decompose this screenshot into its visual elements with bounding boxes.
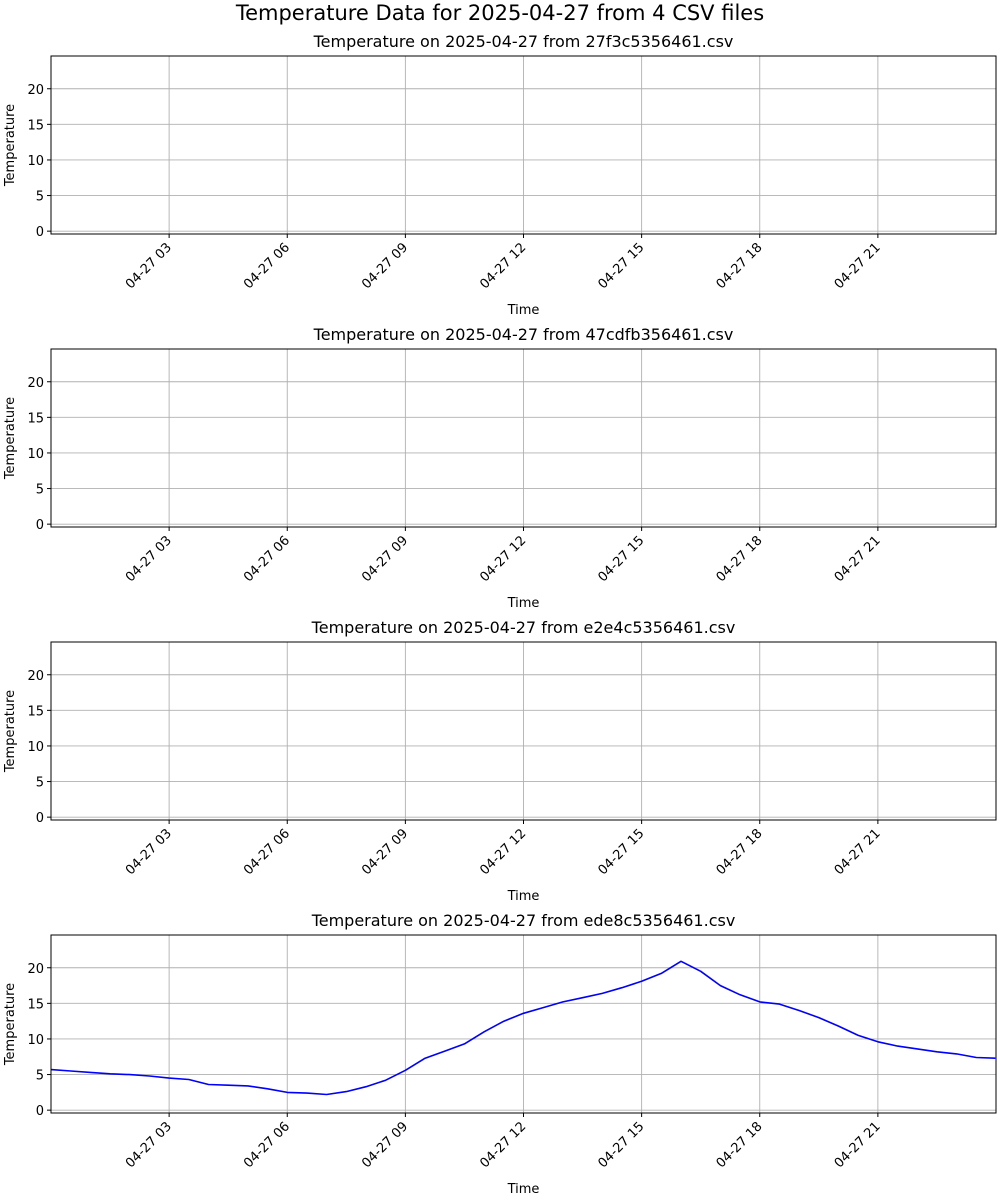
x-tick-label: 04-27 09	[359, 240, 411, 292]
y-tick-label: 0	[36, 518, 44, 533]
x-tick-label: 04-27 06	[241, 240, 293, 292]
y-axis-label: Temperature	[3, 104, 18, 187]
chart-3: Temperature on 2025-04-27 from e2e4c5356…	[3, 618, 997, 904]
y-tick-label: 15	[27, 704, 44, 719]
x-tick-label: 04-27 18	[714, 826, 766, 878]
chart-4: Temperature on 2025-04-27 from ede8c5356…	[3, 911, 997, 1197]
y-tick-label: 0	[36, 811, 44, 826]
y-tick-label: 20	[27, 669, 44, 684]
x-tick-label: 04-27 21	[832, 533, 884, 585]
chart-title: Temperature on 2025-04-27 from 47cdfb356…	[313, 325, 734, 344]
x-tick-label: 04-27 03	[123, 826, 175, 878]
x-tick-label: 04-27 12	[477, 533, 529, 585]
x-axis-label: Time	[507, 596, 540, 611]
chart-2: Temperature on 2025-04-27 from 47cdfb356…	[3, 325, 997, 611]
x-tick-label: 04-27 12	[477, 240, 529, 292]
y-tick-label: 5	[36, 1069, 44, 1084]
y-axis-label: Temperature	[3, 983, 18, 1066]
y-tick-label: 10	[27, 740, 44, 755]
x-tick-label: 04-27 09	[359, 826, 411, 878]
x-axis-label: Time	[507, 1182, 540, 1197]
y-tick-label: 5	[36, 190, 44, 205]
x-tick-label: 04-27 12	[477, 826, 529, 878]
x-tick-label: 04-27 21	[832, 240, 884, 292]
chart-title: Temperature on 2025-04-27 from ede8c5356…	[311, 911, 736, 930]
y-axis-label: Temperature	[3, 690, 18, 773]
x-tick-label: 04-27 06	[241, 533, 293, 585]
x-tick-label: 04-27 18	[714, 533, 766, 585]
y-tick-label: 10	[27, 1033, 44, 1048]
x-tick-label: 04-27 18	[714, 1119, 766, 1171]
x-tick-label: 04-27 03	[123, 1119, 175, 1171]
y-tick-label: 0	[36, 225, 44, 240]
x-axis-label: Time	[507, 303, 540, 318]
series-line	[50, 960, 996, 1096]
x-tick-label: 04-27 09	[359, 1119, 411, 1171]
x-tick-label: 04-27 15	[596, 1119, 648, 1171]
y-tick-label: 10	[27, 154, 44, 169]
y-axis-label: Temperature	[3, 397, 18, 480]
chart-title: Temperature on 2025-04-27 from e2e4c5356…	[311, 618, 736, 637]
x-tick-label: 04-27 06	[241, 1119, 293, 1171]
x-tick-label: 04-27 18	[714, 240, 766, 292]
x-tick-label: 04-27 03	[123, 533, 175, 585]
x-tick-label: 04-27 03	[123, 240, 175, 292]
chart-1: Temperature on 2025-04-27 from 27f3c5356…	[3, 32, 997, 318]
x-axis-label: Time	[507, 889, 540, 904]
x-tick-label: 04-27 15	[596, 240, 648, 292]
x-tick-label: 04-27 21	[832, 1119, 884, 1171]
y-tick-label: 15	[27, 411, 44, 426]
figure-suptitle: Temperature Data for 2025-04-27 from 4 C…	[235, 1, 764, 25]
y-tick-label: 5	[36, 483, 44, 498]
chart-title: Temperature on 2025-04-27 from 27f3c5356…	[313, 32, 734, 51]
y-tick-label: 15	[27, 997, 44, 1012]
x-tick-label: 04-27 21	[832, 826, 884, 878]
x-tick-label: 04-27 09	[359, 533, 411, 585]
y-tick-label: 5	[36, 776, 44, 791]
x-tick-label: 04-27 15	[596, 533, 648, 585]
x-tick-label: 04-27 12	[477, 1119, 529, 1171]
x-tick-label: 04-27 15	[596, 826, 648, 878]
y-tick-label: 10	[27, 447, 44, 462]
x-tick-label: 04-27 06	[241, 826, 293, 878]
y-tick-label: 20	[27, 83, 44, 98]
y-tick-label: 15	[27, 118, 44, 133]
y-tick-label: 20	[27, 962, 44, 977]
y-tick-label: 20	[27, 376, 44, 391]
y-tick-label: 0	[36, 1104, 44, 1119]
